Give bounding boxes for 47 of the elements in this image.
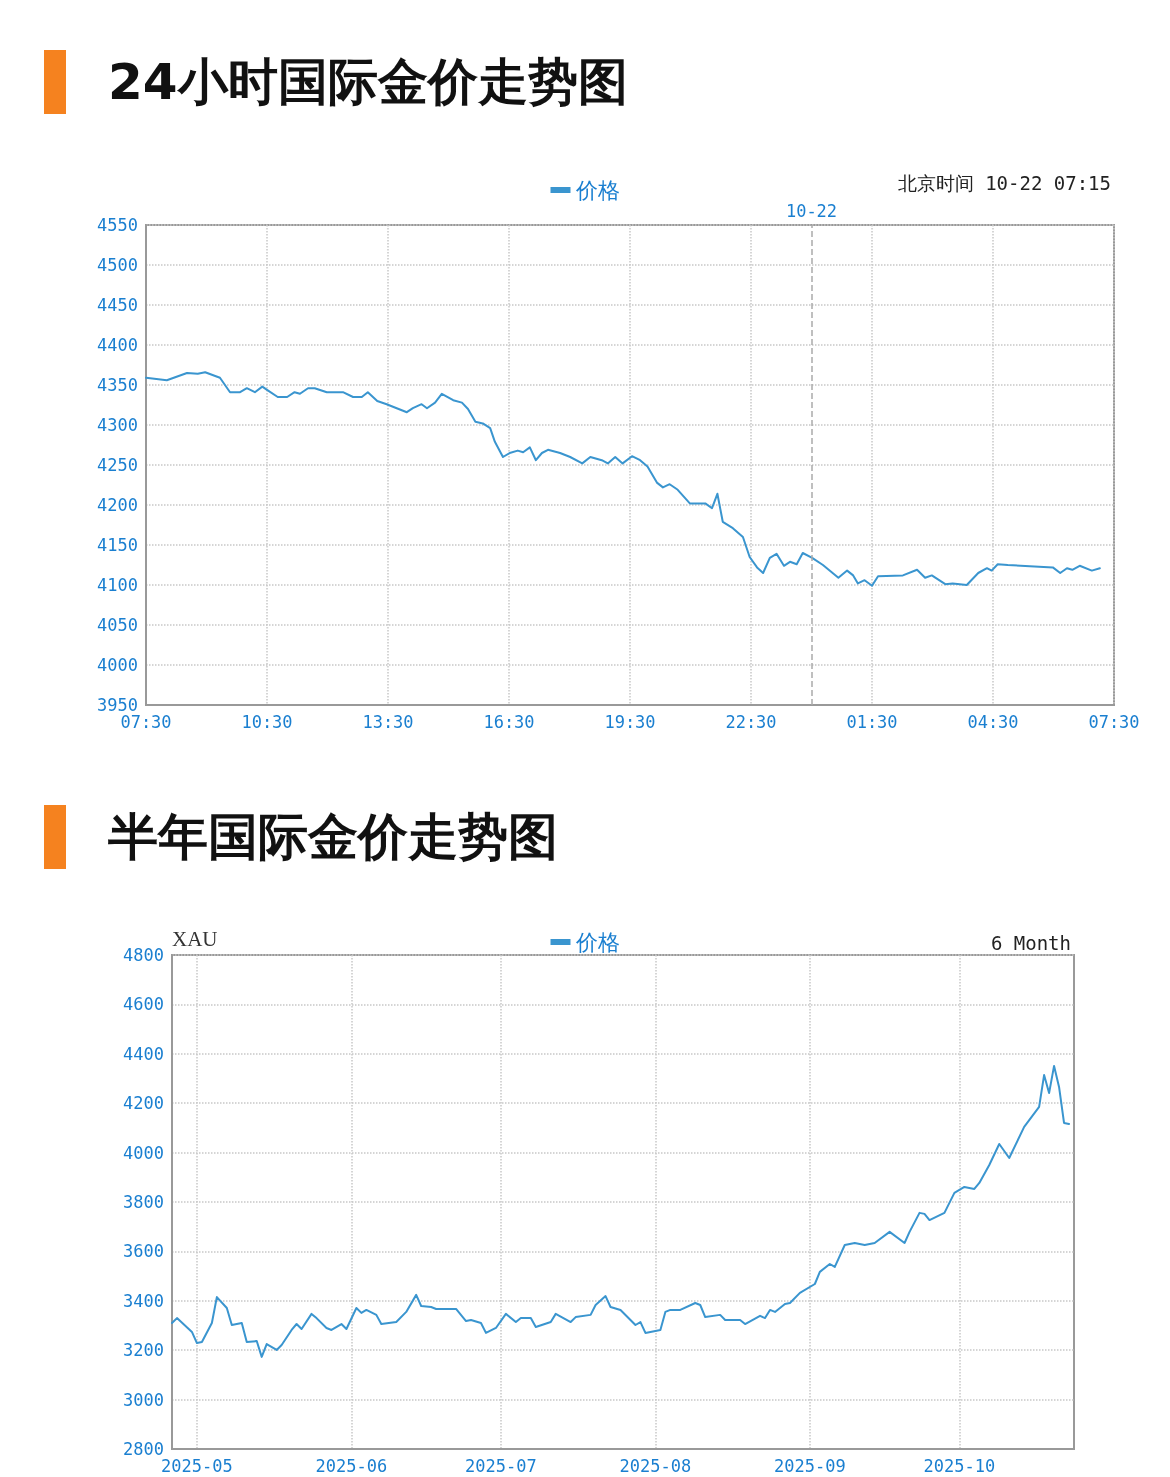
- chart-subtitle: 6 Month: [990, 931, 1072, 954]
- chart-title: 半年国际金价走势图: [108, 806, 558, 868]
- y-tick-label: 4400: [97, 335, 138, 355]
- x-tick-label: 2025-05: [161, 1455, 233, 1476]
- y-tick-label: 4100: [97, 575, 138, 595]
- y-tick-label: 4550: [97, 215, 138, 235]
- y-tick-label: 4050: [97, 615, 138, 635]
- y-tick-label: 3800: [123, 1192, 164, 1212]
- x-tick-label: 01:30: [846, 711, 898, 732]
- x-tick-label: 16:30: [483, 711, 535, 732]
- y-tick-label: 4800: [123, 945, 164, 965]
- x-tick-label: 2025-10: [923, 1455, 996, 1476]
- y-tick-label: 4200: [123, 1093, 164, 1114]
- y-tick-label: 4150: [97, 535, 138, 555]
- x-tick-label: 2025-07: [465, 1455, 537, 1476]
- line-series: [145, 371, 1101, 587]
- y-tick-label: 4400: [123, 1043, 164, 1064]
- x-tick-label: 2025-09: [774, 1455, 846, 1476]
- y-axis-title: XAU: [172, 926, 218, 951]
- y-tick-label: 4000: [97, 655, 138, 675]
- y-tick-label: 3000: [123, 1389, 164, 1410]
- x-tick-label: 10:30: [241, 711, 293, 732]
- y-tick-label: 4200: [97, 495, 138, 515]
- legend-label: 价格: [574, 929, 620, 955]
- y-tick-label: 3400: [123, 1290, 164, 1311]
- chart-subtitle: 北京时间 10-22 07:15: [897, 171, 1112, 194]
- chart-title: 24小时国际金价走势图: [108, 51, 628, 113]
- legend-label: 价格: [574, 177, 620, 203]
- x-tick-label: 04:30: [967, 711, 1019, 732]
- y-tick-label: 2800: [123, 1439, 164, 1459]
- y-tick-label: 3600: [123, 1241, 164, 1262]
- y-tick-label: 4250: [97, 455, 138, 475]
- x-tick-label: 07:30: [1088, 711, 1140, 732]
- y-tick-label: 3200: [123, 1340, 164, 1361]
- x-tick-label: 22:30: [725, 711, 777, 732]
- y-tick-label: 4000: [123, 1142, 164, 1163]
- ref-line-label: 10-22: [785, 200, 838, 221]
- x-tick-label: 19:30: [604, 711, 656, 732]
- y-tick-label: 4350: [97, 375, 138, 395]
- x-tick-label: 2025-08: [619, 1455, 692, 1476]
- y-tick-label: 4500: [97, 255, 138, 275]
- x-tick-label: 13:30: [362, 711, 414, 732]
- y-tick-label: 4600: [123, 994, 164, 1015]
- y-tick-label: 4450: [97, 295, 138, 315]
- y-tick-label: 4300: [97, 415, 138, 435]
- line-series: [171, 1064, 1071, 1358]
- x-tick-label: 2025-06: [315, 1455, 388, 1476]
